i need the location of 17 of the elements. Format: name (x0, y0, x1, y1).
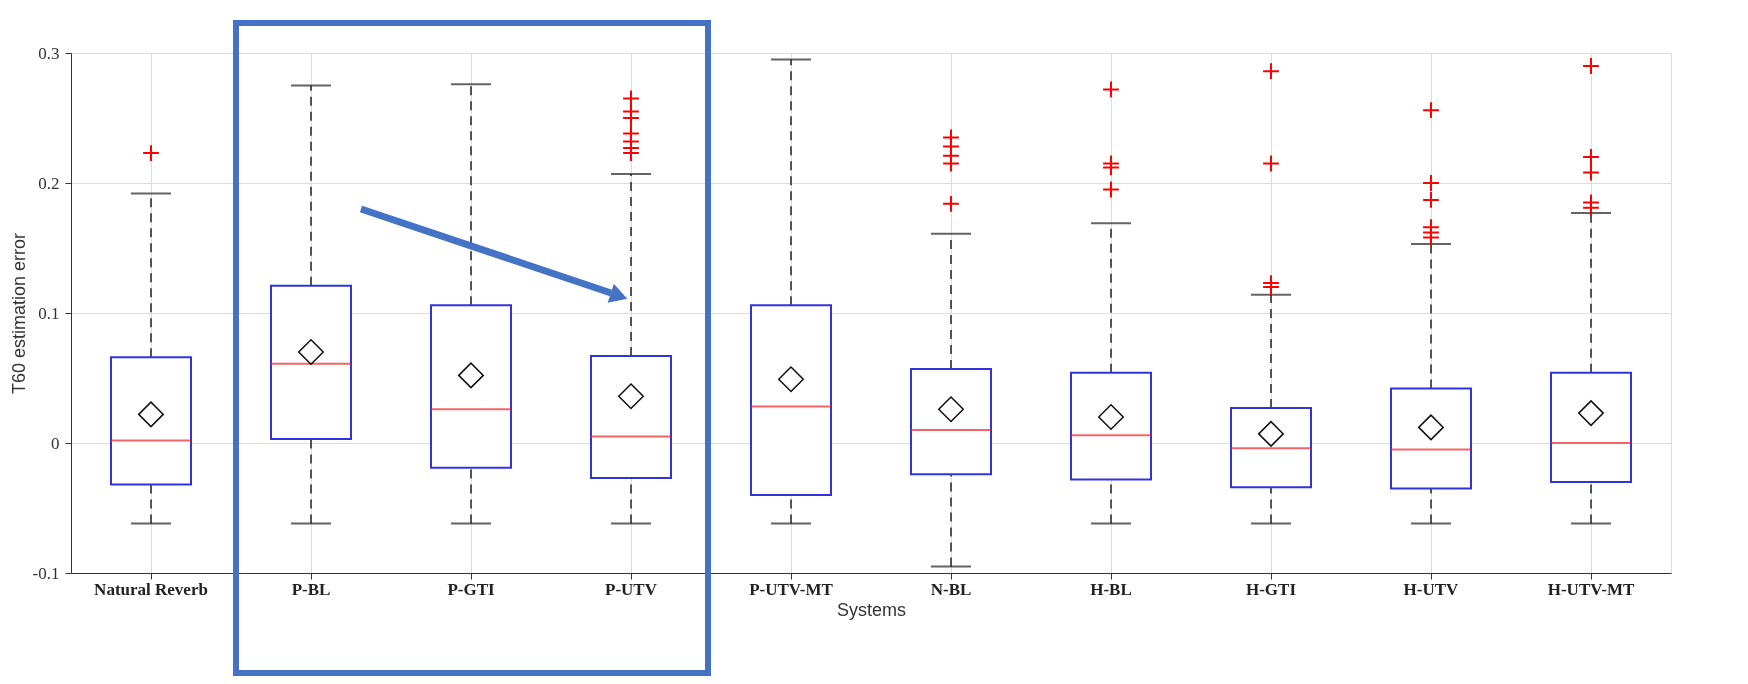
x-tick-label: H-UTV-MT (1547, 579, 1635, 599)
x-tick-label: Natural Reverb (94, 579, 208, 599)
y-tick-label: 0.3 (38, 43, 60, 63)
y-tick-label: 0 (51, 433, 60, 453)
x-tick-label: N-BL (930, 579, 972, 599)
x-tick-label: P-GTI (447, 579, 495, 599)
x-tick-label: P-UTV (605, 579, 658, 599)
y-tick-label: -0.1 (32, 563, 60, 583)
y-tick-label: 0.2 (38, 173, 60, 193)
y-tick-label: 0.1 (38, 303, 60, 323)
x-tick-label: P-BL (291, 579, 331, 599)
x-tick-label: H-UTV (1403, 579, 1460, 599)
y-axis-title: T60 estimation error (8, 232, 29, 395)
x-tick-label: P-UTV-MT (749, 579, 834, 599)
x-tick-label: H-BL (1090, 579, 1132, 599)
x-tick-label: H-GTI (1245, 579, 1297, 599)
x-axis-title: Systems (836, 599, 907, 620)
